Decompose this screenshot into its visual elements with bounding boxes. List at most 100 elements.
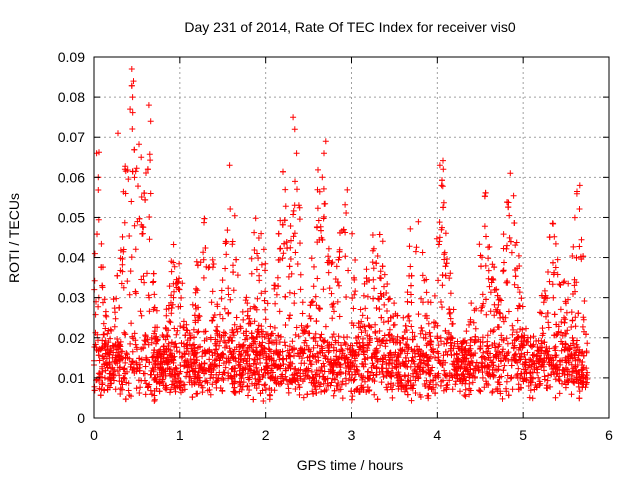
data-point xyxy=(481,384,488,391)
data-point xyxy=(543,313,549,320)
data-point xyxy=(170,259,177,266)
data-point xyxy=(492,306,499,313)
data-point xyxy=(130,78,137,85)
data-point xyxy=(175,286,182,292)
data-point xyxy=(366,388,372,394)
data-point xyxy=(189,342,196,349)
data-point xyxy=(231,346,238,353)
data-point xyxy=(272,300,279,307)
data-point xyxy=(494,385,501,392)
data-point xyxy=(576,388,583,395)
data-point xyxy=(389,394,396,401)
data-point xyxy=(515,386,522,393)
data-point xyxy=(207,391,214,398)
data-point xyxy=(504,340,511,347)
data-point xyxy=(356,388,363,395)
data-point xyxy=(476,241,483,248)
data-point xyxy=(162,372,169,379)
data-point xyxy=(241,355,248,362)
data-point xyxy=(312,338,319,345)
data-point xyxy=(416,356,423,363)
data-point xyxy=(387,314,394,321)
data-point xyxy=(94,231,100,238)
data-point xyxy=(135,183,141,190)
data-point xyxy=(151,361,157,368)
data-point xyxy=(487,289,494,296)
data-point xyxy=(578,236,585,243)
data-point xyxy=(434,348,441,355)
data-point xyxy=(258,261,265,268)
x-tick-label: 3 xyxy=(348,427,356,443)
data-point xyxy=(266,353,273,360)
data-point xyxy=(114,368,121,375)
data-point xyxy=(289,338,296,345)
data-point xyxy=(160,355,167,362)
data-point xyxy=(541,287,548,294)
data-point xyxy=(500,267,507,274)
data-point xyxy=(547,355,554,362)
data-point xyxy=(368,324,375,331)
data-point xyxy=(217,354,224,361)
data-point xyxy=(527,369,534,376)
data-point xyxy=(243,294,250,301)
data-point xyxy=(144,384,151,391)
data-point xyxy=(499,395,506,402)
data-point xyxy=(329,334,336,340)
data-point xyxy=(201,370,208,377)
data-point xyxy=(512,350,519,357)
data-point xyxy=(151,330,158,337)
data-point xyxy=(476,387,483,394)
data-point xyxy=(386,356,393,363)
data-point xyxy=(363,275,370,282)
data-point xyxy=(417,330,424,337)
data-point xyxy=(415,311,422,318)
data-point xyxy=(477,345,484,352)
data-point xyxy=(386,331,393,338)
data-point xyxy=(125,176,132,183)
data-point xyxy=(255,235,262,241)
data-point xyxy=(373,371,380,378)
data-point xyxy=(165,305,172,312)
data-point xyxy=(447,290,454,297)
data-point xyxy=(120,374,127,381)
data-point xyxy=(193,390,200,397)
data-point xyxy=(291,300,298,307)
data-point xyxy=(261,345,268,352)
data-point xyxy=(100,355,107,362)
data-point xyxy=(138,356,145,363)
data-point xyxy=(350,322,357,329)
data-point xyxy=(294,186,300,193)
data-point xyxy=(180,318,187,325)
data-point xyxy=(136,390,143,396)
data-point xyxy=(409,385,416,392)
data-point xyxy=(417,360,424,367)
data-point xyxy=(328,379,335,386)
data-point xyxy=(187,356,194,363)
data-point xyxy=(199,366,206,373)
data-point xyxy=(252,356,258,363)
data-point xyxy=(172,364,179,371)
data-point xyxy=(295,350,302,357)
data-point xyxy=(320,286,327,293)
data-point xyxy=(144,270,150,277)
data-point xyxy=(107,335,114,342)
data-point xyxy=(98,345,105,352)
data-point xyxy=(138,194,145,200)
data-point xyxy=(429,364,436,371)
data-point xyxy=(334,279,341,286)
data-point xyxy=(378,338,385,345)
data-point xyxy=(291,230,298,237)
data-point xyxy=(126,233,133,239)
data-point xyxy=(248,342,255,349)
data-point xyxy=(108,365,114,372)
data-point xyxy=(120,248,127,255)
data-point xyxy=(387,349,394,356)
data-point xyxy=(583,349,590,356)
data-point xyxy=(565,358,572,364)
data-point xyxy=(200,274,207,281)
data-point xyxy=(412,390,419,396)
data-point xyxy=(311,383,318,390)
data-point xyxy=(570,291,576,297)
data-point xyxy=(471,339,478,346)
data-point xyxy=(274,274,281,281)
